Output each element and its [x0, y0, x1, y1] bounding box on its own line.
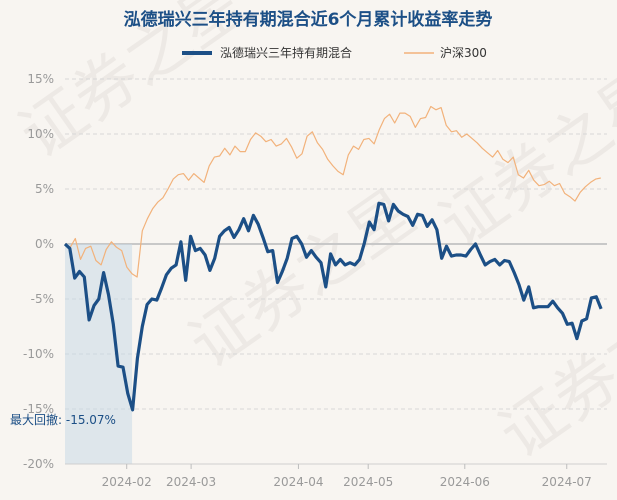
- series-line-csi300: [64, 105, 601, 278]
- x-tick-label: 2024-05: [343, 475, 393, 489]
- y-tick-label: -5%: [31, 292, 54, 306]
- series-line-fund: [63, 201, 603, 412]
- max-drawdown-area: [65, 244, 133, 464]
- legend-label-csi300: 沪深300: [440, 46, 487, 60]
- max-drawdown-label: 最大回撤: -15.07%: [10, 412, 116, 427]
- y-tick-label: -10%: [23, 347, 54, 361]
- y-tick-label: 0%: [35, 237, 54, 251]
- x-tick-label: 2024-02: [102, 475, 152, 489]
- x-tick-label: 2024-04: [273, 475, 323, 489]
- legend-label-fund: 泓德瑞兴三年持有期混合: [220, 45, 352, 60]
- x-axis: 2024-02 2024-03 2024-04 2024-05 2024-06 2024-…: [65, 463, 607, 489]
- x-tick-label: 2024-07: [542, 475, 592, 489]
- chart-title: 泓德瑞兴三年持有期混合近6个月累计收益率走势: [124, 9, 493, 30]
- max-drawdown-shade: [65, 244, 133, 464]
- x-tick-label: 2024-03: [166, 475, 216, 489]
- y-tick-label: 5%: [35, 182, 54, 196]
- gridlines: [65, 78, 607, 465]
- legend: 泓德瑞兴三年持有期混合 沪深300: [182, 45, 487, 60]
- series-lines: [63, 105, 603, 412]
- y-tick-label: -20%: [23, 457, 54, 471]
- x-tick-label: 2024-06: [440, 475, 490, 489]
- y-tick-label: 15%: [27, 72, 54, 86]
- y-tick-label: 10%: [27, 127, 54, 141]
- y-tick-label: -15%: [23, 402, 54, 416]
- watermark-text: 证券之星: [427, 56, 617, 263]
- y-axis: 15% 10% 5% 0% -5% -10% -15% -20%: [23, 72, 54, 471]
